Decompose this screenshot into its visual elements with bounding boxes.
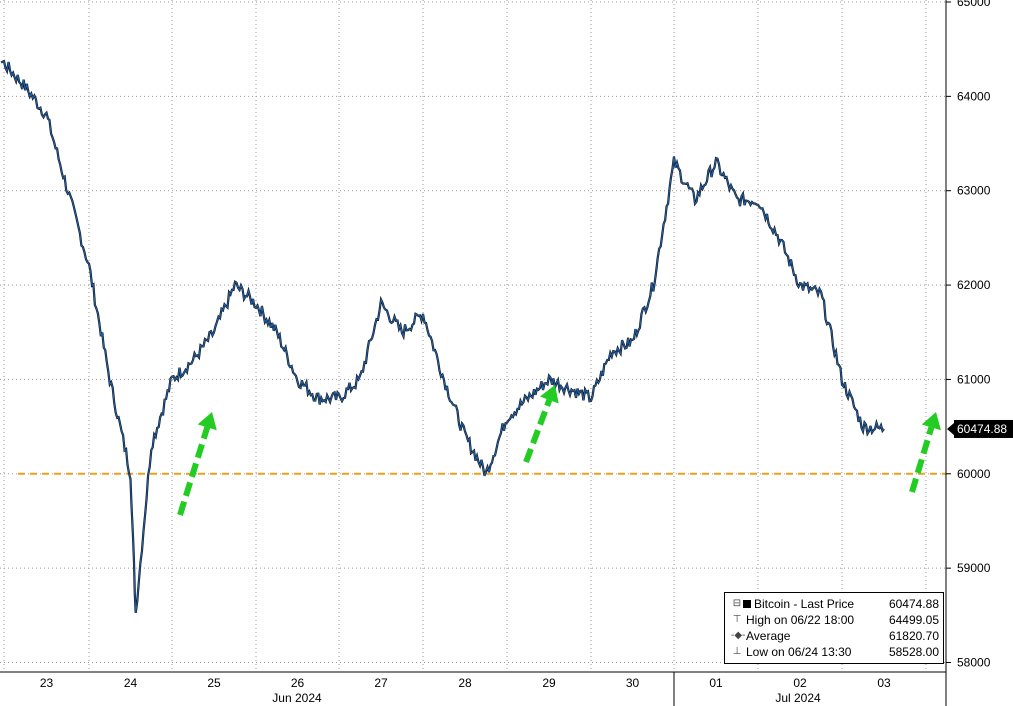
- x-month-label: Jul 2024: [775, 691, 821, 705]
- average-marker-icon: -◆-: [731, 630, 746, 641]
- y-tick-label: 61000: [957, 372, 991, 386]
- legend-row-last-price: ⊟ Bitcoin - Last Price 60474.88: [731, 596, 939, 612]
- legend-row-average: -◆- Average 61820.70: [731, 628, 939, 644]
- square-icon: ⊟: [732, 598, 742, 609]
- legend-value: 60474.88: [888, 597, 939, 611]
- x-tick-label: 28: [458, 676, 472, 690]
- x-month-label: Jun 2024: [272, 691, 322, 705]
- series-line-shadow: [0, 59, 885, 613]
- x-tick-label: 02: [793, 676, 807, 690]
- grid: [0, 0, 946, 672]
- x-tick-label: 01: [709, 676, 723, 690]
- last-price-pointer: [947, 422, 954, 435]
- axes: 58000 59000 60000 61000 62000 63000 64000 65000…: [0, 0, 991, 706]
- last-price-marker: 60474.88: [947, 419, 1013, 438]
- series-bitcoin: [0, 59, 885, 613]
- green-arrows: [177, 385, 941, 516]
- legend-value: 58528.00: [888, 645, 939, 659]
- x-tick-label: 26: [291, 676, 305, 690]
- legend-label: Low on 06/24 13:30: [746, 645, 852, 659]
- x-tick-label: 23: [40, 676, 54, 690]
- y-tick-label: 65000: [957, 0, 991, 9]
- arrow-shaft: [523, 398, 553, 464]
- y-tick-label: 63000: [957, 184, 991, 198]
- x-tick-label: 24: [124, 676, 138, 690]
- high-marker-icon: ⊤: [732, 614, 742, 625]
- legend-value: 64499.05: [888, 613, 939, 627]
- x-tick-label: 27: [374, 676, 388, 690]
- y-tick-label: 62000: [957, 278, 991, 292]
- last-price-box: [954, 419, 1013, 438]
- last-price-label: 60474.88: [957, 422, 1007, 436]
- arrow-shaft: [177, 426, 211, 516]
- x-tick-label: 29: [542, 676, 556, 690]
- y-tick-label: 58000: [957, 656, 991, 670]
- series-swatch: [743, 600, 751, 608]
- y-tick-label: 64000: [957, 89, 991, 103]
- x-tick-label: 25: [207, 676, 221, 690]
- legend-row-low: ⊥ Low on 06/24 13:30 58528.00: [731, 644, 939, 660]
- y-tick-label: 59000: [957, 561, 991, 575]
- x-tick-label: 03: [877, 676, 891, 690]
- series-line: [0, 60, 885, 613]
- legend-label: Bitcoin - Last Price: [754, 597, 855, 611]
- arrow-head: [540, 385, 559, 404]
- legend: ⊟ Bitcoin - Last Price 60474.88 ⊤ High o…: [724, 592, 944, 664]
- legend-value: 61820.70: [888, 629, 939, 643]
- legend-label: High on 06/22 18:00: [746, 613, 855, 627]
- legend-label: Average: [746, 629, 791, 643]
- arrow-shaft: [909, 426, 935, 493]
- low-marker-icon: ⊥: [732, 646, 742, 657]
- arrow-head: [921, 412, 941, 431]
- x-tick-label: 30: [626, 676, 640, 690]
- y-tick-label: 60000: [957, 467, 991, 481]
- legend-row-high: ⊤ High on 06/22 18:00 64499.05: [731, 612, 939, 628]
- arrow-head: [197, 412, 217, 431]
